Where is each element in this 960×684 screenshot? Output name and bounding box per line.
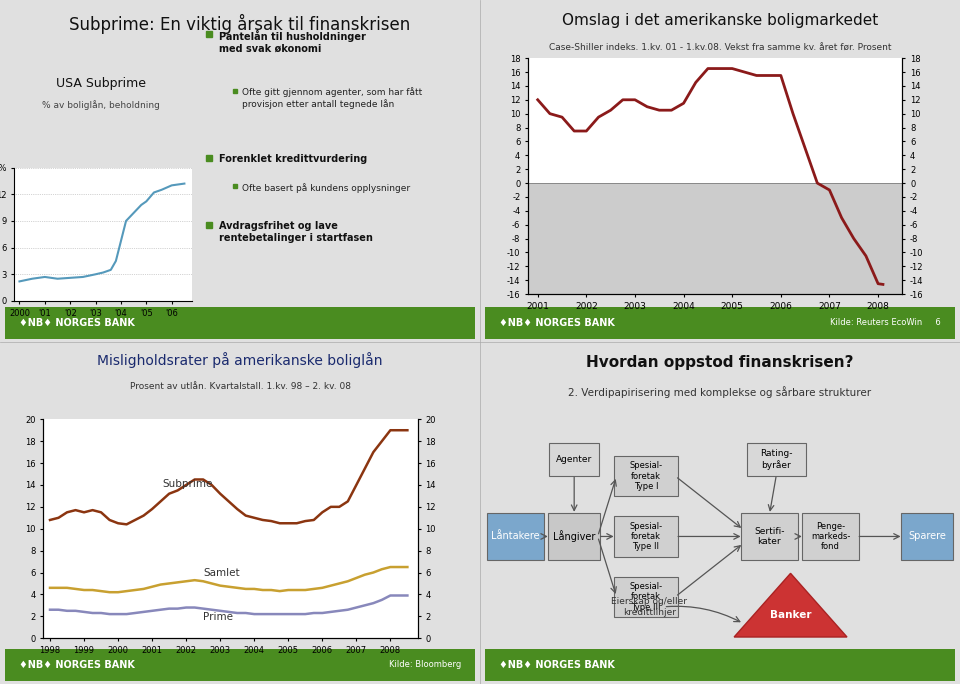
Text: Samlet: Samlet xyxy=(204,568,240,578)
FancyBboxPatch shape xyxy=(548,513,600,560)
Text: Prosent av utlån. Kvartalstall. 1.kv. 98 – 2. kv. 08: Prosent av utlån. Kvartalstall. 1.kv. 98… xyxy=(130,382,350,391)
Text: % av boliglån, beholdning: % av boliglån, beholdning xyxy=(42,101,160,111)
Text: ♦NB♦ NORGES BANK: ♦NB♦ NORGES BANK xyxy=(499,660,614,670)
Text: Hvordan oppstod finanskrisen?: Hvordan oppstod finanskrisen? xyxy=(587,356,853,371)
FancyBboxPatch shape xyxy=(614,456,678,497)
Text: Case-Shiller indeks. 1.kv. 01 - 1.kv.08. Vekst fra samme kv. året før. Prosent: Case-Shiller indeks. 1.kv. 01 - 1.kv.08.… xyxy=(549,44,891,53)
Text: Pantelån til husholdninger
med svak økonomi: Pantelån til husholdninger med svak økon… xyxy=(219,30,366,54)
Text: Sertifi-
kater: Sertifi- kater xyxy=(755,527,784,546)
FancyBboxPatch shape xyxy=(803,513,859,560)
Text: Sparere: Sparere xyxy=(908,531,946,542)
Text: Misligholdsrater på amerikanske boliglån: Misligholdsrater på amerikanske boliglån xyxy=(97,352,383,368)
Text: Långiver: Långiver xyxy=(553,531,595,542)
Text: Rating-
byråer: Rating- byråer xyxy=(760,449,793,470)
Text: Avdragsfrihet og lave
rentebetalinger i startfasen: Avdragsfrihet og lave rentebetalinger i … xyxy=(219,222,372,243)
FancyBboxPatch shape xyxy=(741,513,798,560)
FancyBboxPatch shape xyxy=(5,306,475,339)
FancyBboxPatch shape xyxy=(485,306,955,339)
Text: Ofte gitt gjennom agenter, som har fått
provisjon etter antall tegnede lån: Ofte gitt gjennom agenter, som har fått … xyxy=(242,88,422,109)
Text: Prime: Prime xyxy=(204,611,233,622)
FancyBboxPatch shape xyxy=(485,648,955,681)
Bar xyxy=(528,183,902,294)
Text: USA Subprime: USA Subprime xyxy=(57,77,146,90)
Text: Subprime: Subprime xyxy=(162,479,213,489)
FancyBboxPatch shape xyxy=(614,516,678,557)
Text: ♦NB♦ NORGES BANK: ♦NB♦ NORGES BANK xyxy=(19,660,134,670)
Bar xyxy=(528,58,902,183)
Text: ♦NB♦ NORGES BANK: ♦NB♦ NORGES BANK xyxy=(19,318,134,328)
Text: Kilde: Reuters EcoWin     6: Kilde: Reuters EcoWin 6 xyxy=(830,318,941,328)
Text: Subprime: En viktig årsak til finanskrisen: Subprime: En viktig årsak til finanskris… xyxy=(69,14,411,34)
Text: Omslag i det amerikanske boligmarkedet: Omslag i det amerikanske boligmarkedet xyxy=(562,14,878,29)
Text: Ofte basert på kundens opplysninger: Ofte basert på kundens opplysninger xyxy=(242,183,411,193)
Text: Spesial-
foretak
Type I: Spesial- foretak Type I xyxy=(630,461,662,491)
FancyBboxPatch shape xyxy=(5,648,475,681)
Text: Forenklet kredittvurdering: Forenklet kredittvurdering xyxy=(219,155,367,164)
FancyBboxPatch shape xyxy=(487,513,543,560)
FancyBboxPatch shape xyxy=(901,513,953,560)
Text: ♦NB♦ NORGES BANK: ♦NB♦ NORGES BANK xyxy=(499,318,614,328)
Text: 2. Verdipapirisering med komplekse og sårbare strukturer: 2. Verdipapirisering med komplekse og så… xyxy=(568,386,872,397)
FancyBboxPatch shape xyxy=(549,443,599,476)
Text: Spesial-
foretak
Type II: Spesial- foretak Type II xyxy=(630,522,662,551)
Text: Eierskap og/eller
kredittlinjer: Eierskap og/eller kredittlinjer xyxy=(612,597,687,616)
Text: Låntakere: Låntakere xyxy=(492,531,540,542)
Text: Penge-
markeds-
fond: Penge- markeds- fond xyxy=(811,522,851,551)
FancyBboxPatch shape xyxy=(614,577,678,617)
Text: Spesial-
foretak
Type III: Spesial- foretak Type III xyxy=(630,582,662,611)
Text: Kilde: Bloomberg: Kilde: Bloomberg xyxy=(389,660,461,670)
Text: Agenter: Agenter xyxy=(556,455,592,464)
Polygon shape xyxy=(734,573,847,637)
Text: Banker: Banker xyxy=(770,609,811,620)
FancyBboxPatch shape xyxy=(747,443,805,476)
